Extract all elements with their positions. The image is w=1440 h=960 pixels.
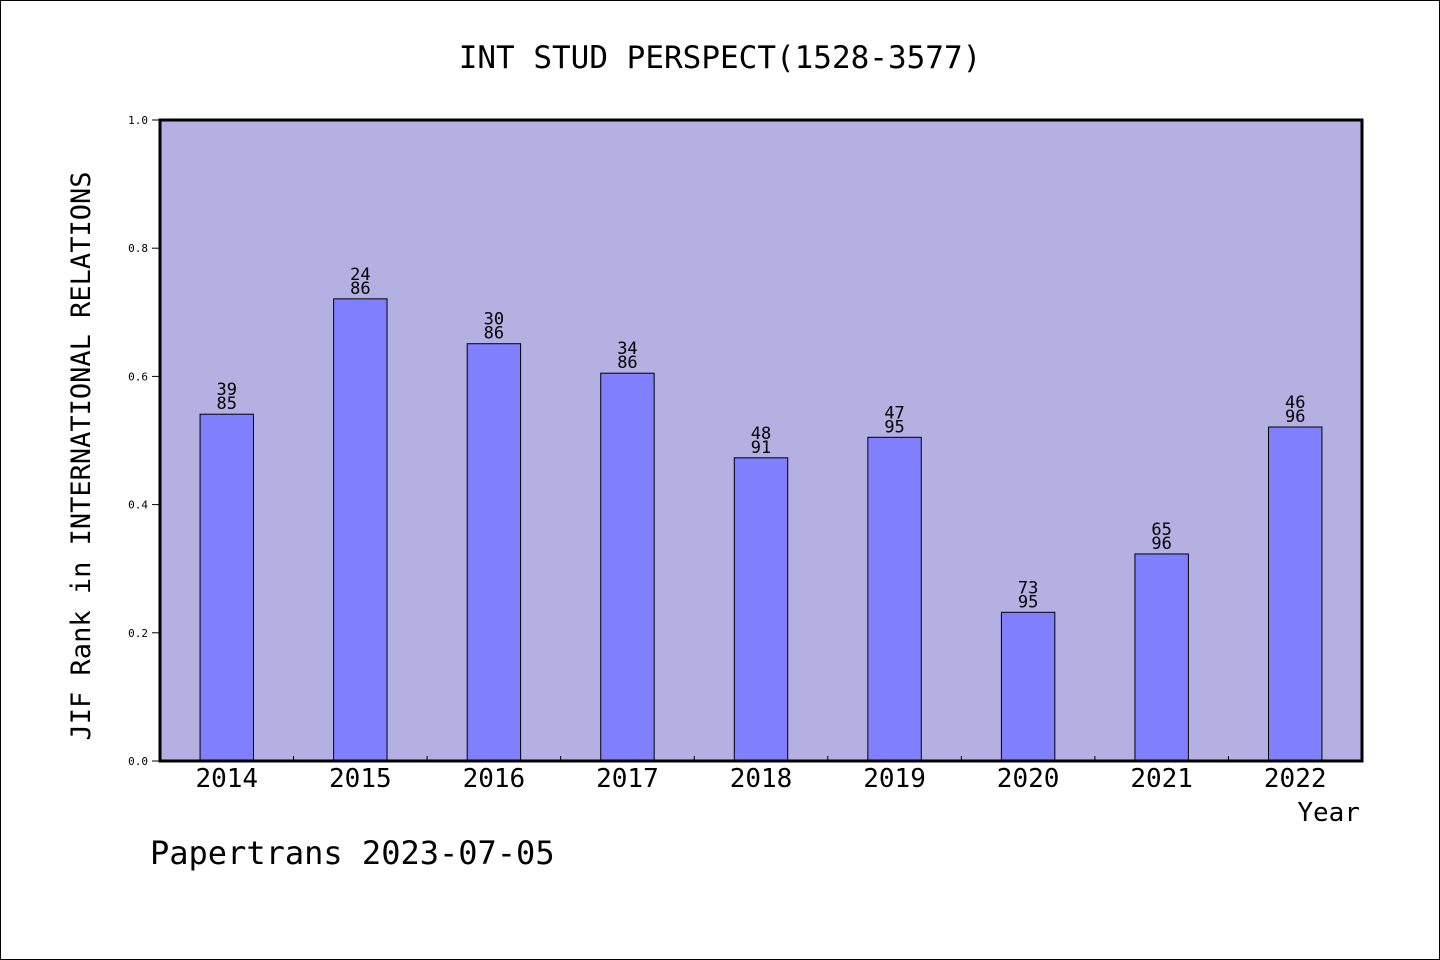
bar-label-total-2015: 86 [350,279,370,299]
x-tick-label-2017: 2017 [596,764,659,794]
bar-label-total-2021: 96 [1151,534,1171,554]
bar-label-total-2019: 95 [884,417,904,437]
y-axis-ticks: 0.0 0.2 0.4 0.6 0.8 1.0 [128,114,160,768]
y-tick-label: 0.8 [128,242,148,255]
bar-label-total-2016: 86 [484,324,504,344]
bar-2015 [333,298,388,762]
bar-label-rank-2014: 39 [217,380,237,400]
chart-title: INT STUD PERSPECT(1528-3577) [459,40,982,76]
x-axis-label: Year [1297,798,1360,828]
x-tick-label-2018: 2018 [730,764,793,794]
bar-2022 [1268,426,1323,762]
y-tick-label: 0.6 [128,370,148,383]
y-tick-label: 0.2 [128,627,148,640]
x-tick-label-2020: 2020 [997,764,1060,794]
bar-series [199,298,1323,762]
bar-label-rank-2021: 65 [1151,520,1171,540]
bar-2017 [600,372,655,762]
bar-2021 [1134,553,1189,762]
bar-label-rank-2017: 34 [617,339,637,359]
bar-2014 [199,413,254,762]
y-axis-label: JIF Rank in INTERNATIONAL RELATIONS [66,172,97,741]
bar-label-total-2017: 86 [617,353,637,373]
bar-label-total-2018: 91 [751,438,771,458]
bar-label-total-2022: 96 [1285,407,1305,427]
footer-credit: Papertrans 2023-07-05 [150,834,555,872]
bar-label-rank-2020: 73 [1018,578,1038,598]
y-tick-label: 0.4 [128,499,148,512]
bar-label-rank-2022: 46 [1285,393,1305,413]
x-tick-label-2021: 2021 [1130,764,1193,794]
bar-label-rank-2018: 48 [751,424,771,444]
bar-label-rank-2015: 24 [350,265,370,285]
y-tick-label: 1.0 [128,114,148,127]
bar-2018 [733,457,789,762]
x-tick-label-2019: 2019 [863,764,926,794]
y-tick-label: 0.0 [128,755,148,768]
bar-2019 [867,436,922,762]
x-axis-ticks: 2014 2015 2016 2017 2018 2019 2020 2021 2022 [195,756,1327,794]
bar-label-total-2020: 95 [1018,592,1038,612]
bar-label-rank-2016: 30 [484,310,504,330]
plot-frame [158,118,1364,763]
x-tick-label-2016: 2016 [463,764,526,794]
bar-2016 [466,343,522,762]
bar-2020 [1000,611,1056,762]
x-tick-label-2014: 2014 [195,764,258,794]
x-tick-label-2022: 2022 [1264,764,1327,794]
x-tick-label-2015: 2015 [329,764,392,794]
bar-label-total-2014: 85 [217,394,237,414]
bar-label-rank-2019: 47 [884,403,904,423]
